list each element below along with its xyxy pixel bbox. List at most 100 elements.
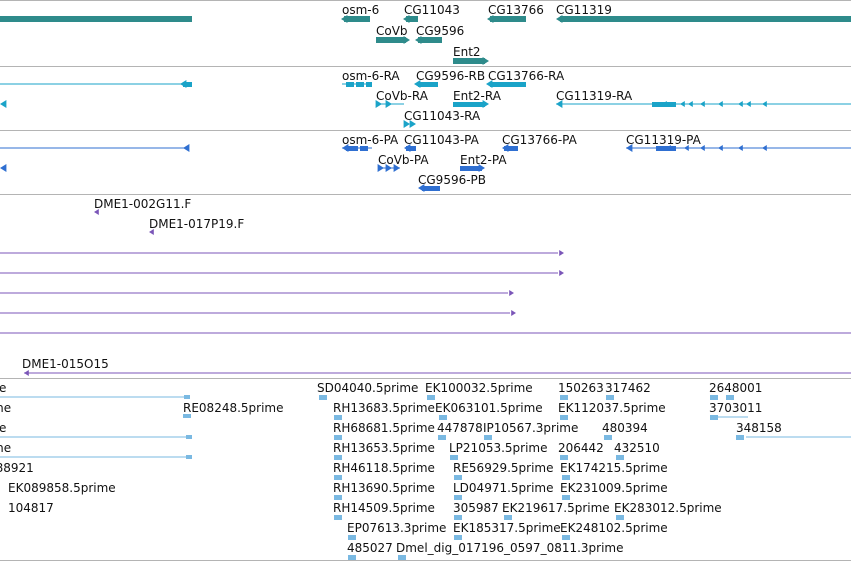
- est-label[interactable]: EK174215.5prime: [560, 461, 668, 475]
- est-label[interactable]: 317462: [605, 381, 651, 395]
- transcript-exon[interactable]: [490, 82, 526, 87]
- protein-exon[interactable]: [656, 146, 676, 151]
- est-label[interactable]: RH14509.5prime: [333, 501, 435, 515]
- transcript-exon[interactable]: [356, 82, 364, 87]
- clone-arrow[interactable]: [559, 250, 564, 256]
- est-label[interactable]: RH46118.5prime: [333, 461, 435, 475]
- est-label[interactable]: RH13683.5prime: [333, 401, 435, 415]
- gene-label[interactable]: CG11319: [556, 3, 612, 17]
- est-label[interactable]: Dmel_dig_017196_0597_0811.3prime: [396, 541, 624, 555]
- transcript-label[interactable]: CG13766-RA: [488, 69, 565, 83]
- transcript-arrow[interactable]: [0, 100, 7, 108]
- est-block[interactable]: [560, 455, 568, 460]
- est-block[interactable]: [454, 475, 462, 480]
- gene-bar[interactable]: [560, 16, 851, 22]
- clone-label[interactable]: DME1-015O15: [22, 357, 109, 371]
- est-label[interactable]: EK248102.5prime: [560, 521, 668, 535]
- transcript-arrow[interactable]: [486, 80, 493, 88]
- gene-bar[interactable]: [406, 16, 418, 22]
- transcript-exon[interactable]: [346, 82, 354, 87]
- gene-bar[interactable]: [490, 16, 526, 22]
- protein-arrow[interactable]: [718, 145, 723, 151]
- est-block[interactable]: [606, 395, 614, 400]
- est-block[interactable]: [736, 435, 744, 440]
- protein-arrow[interactable]: [478, 164, 485, 172]
- est-label[interactable]: 3703011: [709, 401, 763, 415]
- protein-arrow[interactable]: [385, 164, 392, 172]
- transcript-arrow[interactable]: [700, 101, 705, 107]
- est-label[interactable]: EP07613.3prime: [347, 521, 447, 535]
- est-label[interactable]: ime: [0, 381, 7, 395]
- transcript-exon[interactable]: [418, 82, 438, 87]
- transcript-arrow[interactable]: [482, 100, 489, 108]
- est-label[interactable]: 485027: [347, 541, 393, 555]
- gene-bar[interactable]: [453, 58, 485, 64]
- est-block[interactable]: [348, 555, 356, 560]
- protein-label[interactable]: CG9596-PB: [418, 173, 487, 187]
- transcript-label[interactable]: CG9596-RB: [416, 69, 486, 83]
- gene-arrow[interactable]: [482, 57, 489, 65]
- est-block[interactable]: [726, 395, 734, 400]
- est-block[interactable]: [562, 495, 570, 500]
- protein-arrow[interactable]: [377, 164, 384, 172]
- est-block[interactable]: [710, 395, 718, 400]
- protein-arrow[interactable]: [738, 145, 743, 151]
- est-label[interactable]: 432510: [614, 441, 660, 455]
- clone-arrow[interactable]: [149, 229, 154, 235]
- clone-arrow[interactable]: [511, 310, 516, 316]
- transcript-arrow[interactable]: [738, 101, 743, 107]
- est-label[interactable]: RE08248.5prime: [183, 401, 284, 415]
- est-label[interactable]: RH13653.5prime: [333, 441, 435, 455]
- gene-bar[interactable]: [344, 16, 370, 22]
- est-label[interactable]: 488921: [0, 461, 34, 475]
- transcript-label[interactable]: Ent2-RA: [453, 89, 501, 103]
- clone-arrow[interactable]: [559, 270, 564, 276]
- transcript-label[interactable]: osm-6-RA: [342, 69, 400, 83]
- est-block[interactable]: [186, 455, 192, 459]
- transcript-arrow[interactable]: [409, 120, 416, 128]
- est-label[interactable]: ime: [0, 421, 7, 435]
- clone-arrow[interactable]: [509, 290, 514, 296]
- est-label[interactable]: LP21053.5prime: [449, 441, 548, 455]
- transcript-arrow[interactable]: [762, 101, 767, 107]
- gene-bar[interactable]: [376, 37, 406, 43]
- gene-bar[interactable]: [0, 16, 192, 22]
- transcript-label[interactable]: CG11319-RA: [556, 89, 633, 103]
- protein-label[interactable]: Ent2-PA: [460, 153, 507, 167]
- est-block[interactable]: [427, 395, 435, 400]
- est-block[interactable]: [604, 435, 612, 440]
- est-label[interactable]: 480394: [602, 421, 648, 435]
- est-label[interactable]: me: [0, 441, 12, 455]
- protein-label[interactable]: CG11319-PA: [626, 133, 701, 147]
- gene-label[interactable]: CoVb: [376, 24, 408, 38]
- clone-label[interactable]: DME1-002G11.F: [94, 197, 192, 211]
- est-label[interactable]: EK219617.5prime: [502, 501, 610, 515]
- protein-exon[interactable]: [504, 146, 518, 151]
- est-block[interactable]: [562, 475, 570, 480]
- transcript-arrow[interactable]: [718, 101, 723, 107]
- transcript-exon[interactable]: [366, 82, 372, 87]
- transcript-arrow[interactable]: [180, 80, 187, 88]
- est-block[interactable]: [454, 515, 462, 520]
- est-block[interactable]: [454, 495, 462, 500]
- protein-arrow[interactable]: [404, 144, 411, 152]
- protein-arrow[interactable]: [666, 145, 671, 151]
- est-block[interactable]: [560, 395, 568, 400]
- protein-label[interactable]: osm-6-PA: [342, 133, 399, 147]
- est-block[interactable]: [438, 435, 446, 440]
- est-block[interactable]: [334, 415, 342, 420]
- protein-label[interactable]: CoVb-PA: [378, 153, 429, 167]
- est-block[interactable]: [186, 435, 192, 439]
- transcript-label[interactable]: CG11043-RA: [404, 109, 481, 123]
- gene-label[interactable]: Ent2: [453, 45, 481, 59]
- est-block[interactable]: [454, 535, 462, 540]
- est-label[interactable]: 348158: [736, 421, 782, 435]
- gene-arrow[interactable]: [403, 15, 410, 23]
- protein-exon[interactable]: [346, 146, 358, 151]
- est-block[interactable]: [562, 535, 570, 540]
- clone-label[interactable]: DME1-017P19.F: [149, 217, 245, 231]
- transcript-arrow[interactable]: [662, 101, 667, 107]
- protein-arrow[interactable]: [502, 144, 509, 152]
- protein-arrow[interactable]: [418, 184, 425, 192]
- transcript-exon[interactable]: [183, 82, 192, 87]
